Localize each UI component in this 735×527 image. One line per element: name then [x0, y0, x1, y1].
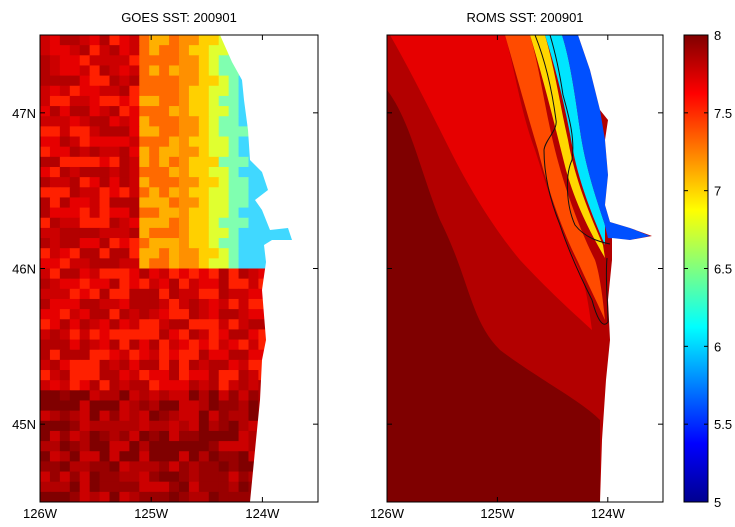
goes-panel: GOES SST: 200901 126W 125W 124W 47N 46N 45N — [12, 10, 319, 521]
colorbar-tick-label: 6 — [714, 339, 721, 354]
roms-band-yellow — [530, 35, 605, 258]
roms-band-red — [390, 35, 592, 330]
x-tick-label: 126W — [23, 506, 58, 521]
colorbar-tick-label: 8 — [714, 28, 721, 43]
roms-sst-contour-outer — [534, 35, 609, 325]
goes-title: GOES SST: 200901 — [121, 10, 237, 25]
y-tick-label: 46N — [12, 262, 36, 277]
y-tick-label: 47N — [12, 106, 36, 121]
y-tick-label: 45N — [12, 417, 36, 432]
roms-offshore-warm — [387, 90, 600, 502]
roms-panel: ROMS SST: 200901 126W 125W 124W — [370, 10, 664, 521]
colorbar-tick-label: 5.5 — [714, 417, 732, 432]
roms-sst-contour-inner — [549, 35, 611, 245]
roms-band-orange — [505, 35, 605, 320]
colorbar-tick-label: 5 — [714, 495, 721, 510]
roms-sst-field — [387, 35, 663, 502]
x-tick-label: 126W — [370, 506, 405, 521]
roms-band-blue — [562, 35, 650, 240]
x-tick-label: 124W — [591, 506, 626, 521]
roms-band-cyan — [545, 35, 605, 245]
x-tick-label: 125W — [480, 506, 515, 521]
x-tick-label: 124W — [245, 506, 280, 521]
colorbar-tick-label: 6.5 — [714, 262, 732, 277]
roms-title: ROMS SST: 200901 — [466, 10, 583, 25]
sst-colorbar: 8 7.5 7 6.5 6 5.5 5 — [683, 28, 732, 510]
colorbar-tick-label: 7 — [714, 184, 721, 199]
roms-coastline-land — [578, 35, 663, 502]
goes-sst-field — [40, 35, 318, 502]
colorbar-tick-label: 7.5 — [714, 106, 732, 121]
goes-coastline-land — [220, 35, 318, 502]
x-tick-label: 125W — [134, 506, 169, 521]
